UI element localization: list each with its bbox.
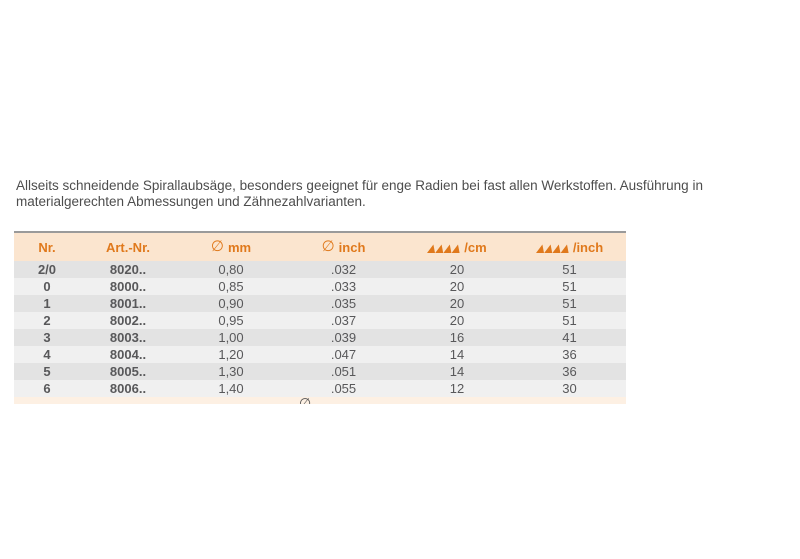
table-cell: 20 [449, 296, 465, 311]
table-cell: .047 [330, 347, 357, 362]
table-cell: 8020.. [109, 262, 147, 277]
header-cell-diameter-inch: ∅ inch [286, 238, 401, 256]
table-cell: 36 [562, 364, 577, 379]
table-cell: 41 [562, 330, 577, 345]
diameter-icon: ∅ [321, 238, 335, 255]
table-cell: .032 [330, 262, 357, 277]
table-row: 0 8000.. 0,85 .033 20 51 [14, 278, 626, 295]
table-cell: 5 [43, 364, 51, 379]
table-cell: 0,85 [218, 279, 244, 294]
table-cell: 2 [43, 313, 51, 328]
table-cell: 0,90 [218, 296, 244, 311]
table-cell: .035 [330, 296, 357, 311]
header-cell-nr: Nr. [14, 240, 80, 255]
table-cell: 8003.. [109, 330, 147, 345]
table-cell: 20 [449, 279, 465, 294]
table-cell: 4 [43, 347, 51, 362]
table-body: 2/0 8020.. 0,80.032 20 51 0 8000.. 0,85.033 20 51… [14, 261, 626, 397]
clipped-diameter-glyph: ∅ [299, 397, 311, 404]
table-cell: 8001.. [109, 296, 147, 311]
table-cell: .037 [330, 313, 357, 328]
table-cell: .033 [330, 279, 357, 294]
diameter-icon: ∅ [210, 238, 224, 255]
table-cell: .051 [330, 364, 357, 379]
table-cell: 36 [562, 347, 577, 362]
table-cell: 51 [562, 279, 577, 294]
table-cell: 51 [562, 262, 577, 277]
header-label: inch [338, 239, 366, 255]
table-header-row: Nr. Art.-Nr. ∅ mm ∅ inch/cm/inch [14, 233, 626, 261]
table-cell: 51 [562, 313, 577, 328]
product-description: Allseits schneidende Spirallaubsäge, bes… [16, 178, 703, 209]
header-cell-teeth-per-inch: /inch [513, 240, 626, 255]
table-cell: 6 [43, 381, 51, 396]
table-cell: 14 [449, 364, 465, 379]
table-cell: 1,00 [218, 330, 244, 345]
header-cell-diameter-mm: ∅ mm [176, 238, 286, 256]
header-cell-teeth-per-cm: /cm [401, 240, 513, 255]
table-cell: 3 [43, 330, 51, 345]
table-row: 3 8003.. 1,00 .039 16 41 [14, 329, 626, 346]
table-cell: 8000.. [109, 279, 147, 294]
table-cell: 20 [449, 262, 465, 277]
table-cell: 1,40 [218, 381, 244, 396]
header-label: Art.-Nr. [105, 239, 151, 255]
header-label: /cm [464, 239, 487, 255]
table-cell: 1,30 [218, 364, 244, 379]
table-cell: 8002.. [109, 313, 147, 328]
table-cell: 14 [449, 347, 465, 362]
table-cell: 8005.. [109, 364, 147, 379]
header-label: Nr. [38, 239, 56, 255]
header-label: mm [227, 239, 252, 255]
header-label: /inch [572, 239, 604, 255]
table-cell: .055 [330, 381, 357, 396]
table-cell: 8006.. [109, 381, 147, 396]
table-cell: 16 [449, 330, 465, 345]
table-row: 2/0 8020.. 0,80 .032 20 51 [14, 261, 626, 278]
table-cell: 0 [43, 279, 51, 294]
table-cell: 30 [562, 381, 577, 396]
table-cell: 0,80 [218, 262, 244, 277]
table-cell: 51 [562, 296, 577, 311]
table-cell: 8004.. [109, 347, 147, 362]
table-cell: 1,20 [218, 347, 244, 362]
table-row: 2 8002.. 0,95 .037 20 51 [14, 312, 626, 329]
table-row: 5 8005.. 1,30 .051 14 36 [14, 363, 626, 380]
table-cell: 0,95 [218, 313, 244, 328]
table-row: 6 8006.. 1,40 .055 12 30 [14, 380, 626, 397]
table-cell: 20 [449, 313, 465, 328]
table-row: 4 8004.. 1,20 .047 14 36 [14, 346, 626, 363]
table-cell: 1 [43, 296, 51, 311]
header-cell-art-nr: Art.-Nr. [80, 240, 176, 255]
table-footer-strip: ∅ [14, 397, 626, 404]
saw-teeth-icon [427, 243, 460, 253]
product-table: Nr. Art.-Nr. ∅ mm ∅ inch/cm/inch 2/0 8020.. 0,8… [14, 231, 626, 404]
table-row: 1 8001.. 0,90 .035 20 51 [14, 295, 626, 312]
table-cell: 12 [449, 381, 465, 396]
table-cell: .039 [330, 330, 357, 345]
saw-teeth-icon [535, 243, 569, 253]
table-cell: 2/0 [37, 262, 57, 277]
